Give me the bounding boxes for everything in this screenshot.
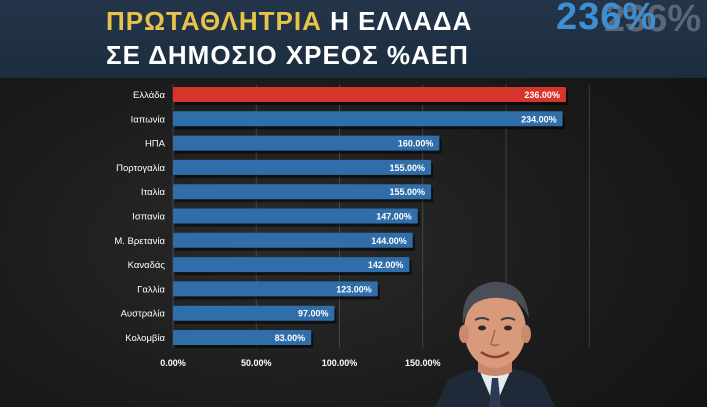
title-rest: Η ΕΛΛΑΔΑ — [321, 6, 473, 36]
data-label: 236.00% — [524, 90, 560, 100]
bar — [173, 330, 312, 345]
person-photo — [435, 281, 555, 407]
x-tick-label: 150.00% — [405, 358, 441, 368]
data-label: 83.00% — [275, 333, 306, 343]
page-subtitle: ΣΕ ΔΗΜΟΣΙΟ ΧΡΕΟΣ %ΑΕΠ — [106, 40, 469, 70]
x-tick-label: 0.00% — [160, 358, 186, 368]
category-label: Ιαπωνία — [131, 114, 166, 125]
category-label: Πορτογαλία — [116, 163, 165, 174]
page-title: ΠΡΩΤΑΘΛΗΤΡΙΑ Η ΕΛΛΑΔΑ — [106, 6, 472, 37]
category-label: Μ. Βρετανία — [114, 236, 165, 247]
data-label: 123.00% — [336, 284, 372, 294]
x-tick-label: 50.00% — [241, 358, 272, 368]
category-label: Καναδάς — [128, 260, 166, 271]
data-label: 160.00% — [398, 139, 434, 149]
data-label: 144.00% — [371, 236, 407, 246]
bar — [173, 87, 566, 102]
data-label: 155.00% — [390, 187, 426, 197]
bar — [173, 184, 432, 200]
bar — [173, 281, 378, 297]
category-label: Ισπανία — [132, 212, 165, 223]
data-label: 147.00% — [376, 212, 412, 222]
x-tick-label: 100.00% — [322, 358, 358, 368]
data-label: 97.00% — [298, 309, 329, 319]
data-label: 234.00% — [521, 114, 557, 124]
title-accent: ΠΡΩΤΑΘΛΗΤΡΙΑ — [106, 6, 322, 36]
bar — [173, 305, 335, 321]
big-percent-ghost: 236% — [604, 0, 702, 40]
header-banner: ΠΡΩΤΑΘΛΗΤΡΙΑ Η ΕΛΛΑΔΑ ΣΕ ΔΗΜΟΣΙΟ ΧΡΕΟΣ %… — [0, 0, 707, 78]
category-label: ΗΠΑ — [145, 139, 166, 150]
bar — [173, 208, 418, 224]
bar — [173, 111, 563, 127]
category-label: Γαλλία — [137, 284, 165, 295]
bar — [173, 257, 410, 273]
category-label: Αυστραλία — [121, 309, 166, 320]
category-label: Ιταλία — [141, 187, 166, 198]
category-label: Ελλάδα — [133, 90, 165, 101]
category-label: Κολομβία — [125, 333, 165, 344]
data-label: 155.00% — [390, 163, 426, 173]
bar — [173, 232, 413, 248]
data-label: 142.00% — [368, 260, 404, 270]
big-percent: 236% — [556, 0, 658, 38]
bar — [173, 159, 432, 175]
bar — [173, 135, 440, 151]
